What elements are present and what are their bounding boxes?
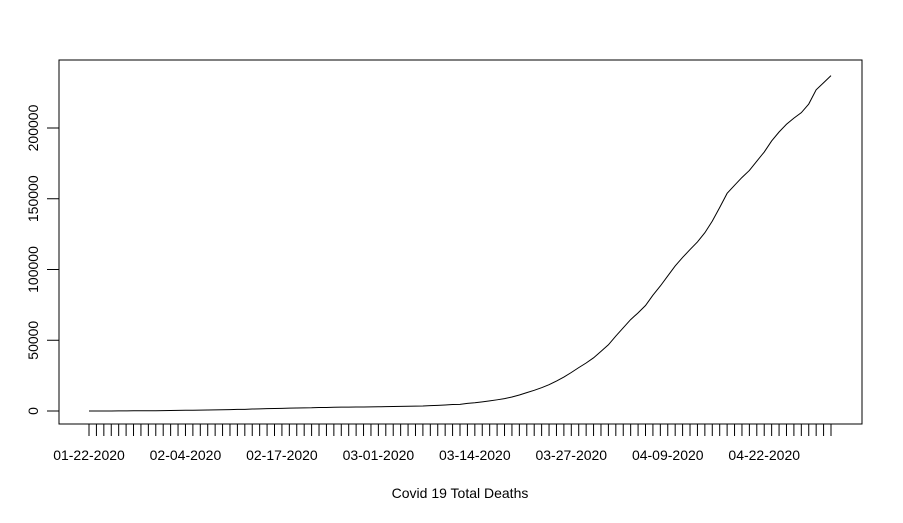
x-tick-label: 02-17-2020: [246, 447, 318, 463]
y-tick-label: 100000: [25, 246, 41, 293]
x-tick-label: 01-22-2020: [53, 447, 125, 463]
x-tick-label: 02-04-2020: [150, 447, 222, 463]
y-tick-label: 150000: [25, 175, 41, 222]
x-axis-ticks: [88, 424, 832, 436]
y-axis-tick-labels: 0 50000 100000 150000 200000: [25, 104, 41, 414]
y-tick-label: 50000: [25, 321, 41, 360]
x-tick-label: 03-27-2020: [535, 447, 607, 463]
x-tick-label: 03-14-2020: [439, 447, 511, 463]
x-tick-label: 03-01-2020: [343, 447, 415, 463]
plot-frame: [58, 59, 863, 425]
x-axis-tick-labels: 01-22-2020 02-04-2020 02-17-2020 03-01-2020…: [53, 447, 800, 463]
y-tick-label: 0: [25, 407, 41, 415]
x-tick-label: 04-09-2020: [632, 447, 704, 463]
x-axis-title: Covid 19 Total Deaths: [392, 485, 529, 501]
y-tick-label: 200000: [25, 104, 41, 151]
series-line-total-deaths: [88, 75, 832, 412]
x-tick-label: 04-22-2020: [728, 447, 800, 463]
y-axis-ticks: [47, 127, 59, 412]
